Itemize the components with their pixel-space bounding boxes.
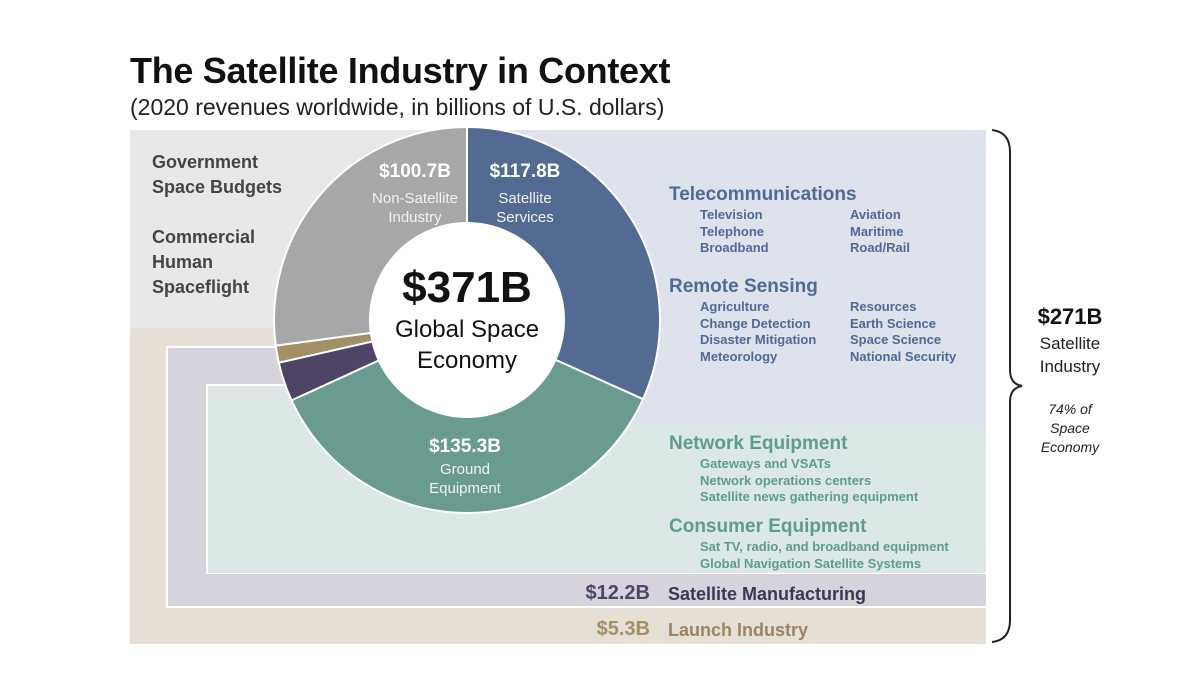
slice-label-non-satellite: Non-Satellite Industry (355, 189, 475, 227)
telecom-item: Television (700, 207, 763, 222)
remote-item: National Security (850, 348, 957, 364)
network-item: Network operations centers (700, 472, 872, 488)
center-label-line: Global Space (394, 316, 540, 343)
remote-item: Agriculture (700, 299, 770, 314)
bracket-note: 74% of Space Economy (1010, 400, 1130, 457)
slice-label-ground: Ground Equipment (405, 460, 525, 498)
remote-item: Disaster Mitigation (700, 332, 817, 347)
launch-label: Launch Industry (668, 620, 809, 640)
bracket-label: Satellite Industry (1010, 332, 1130, 378)
slice-value-ground: $135.3B (429, 436, 501, 457)
telecom-item: Telephone (700, 223, 765, 239)
remote-item: Earth Science (850, 315, 936, 331)
telecom-col2: Aviation Maritime Road/Rail (850, 207, 910, 257)
remote-col2: Resources Earth Science Space Science Na… (850, 299, 956, 365)
launch-value: $5.3B (596, 618, 650, 640)
remote-item: Resources (850, 299, 917, 314)
consumer-title: Consumer Equipment (669, 516, 867, 537)
remote-col1: Agriculture Change Detection Disaster Mi… (700, 299, 816, 365)
commercial-label-line: Commercial (152, 227, 256, 247)
government-label-line: Government (152, 152, 259, 172)
slice-label-services: Satellite Services (465, 189, 585, 227)
telecom-item: Broadband (700, 240, 769, 255)
remote-item: Space Science (850, 332, 942, 347)
slice-label-line: Industry (388, 209, 442, 226)
bracket-total: $271B (1037, 304, 1103, 329)
government-label-line: Space Budgets (152, 177, 283, 197)
chart-title: The Satellite Industry in Context (130, 50, 671, 91)
telecom-title: Telecommunications (669, 184, 857, 205)
manufacturing-label: Satellite Manufacturing (668, 584, 867, 604)
commercial-label: Commercial Human Spaceflight (152, 225, 255, 300)
network-items: Gateways and VSATs Network operations ce… (700, 456, 918, 506)
consumer-item: Sat TV, radio, and broadband equipment (700, 539, 949, 554)
bracket-label-line: Satellite (1039, 334, 1101, 353)
network-item: Satellite news gathering equipment (700, 489, 919, 504)
bracket (991, 129, 1023, 643)
government-label: Government Space Budgets (152, 150, 282, 200)
remote-item: Meteorology (700, 348, 778, 364)
telecom-item: Aviation (850, 207, 901, 222)
bracket-label-line: Industry (1039, 357, 1101, 376)
slice-label-line: Services (496, 209, 554, 226)
slice-label-line: Non-Satellite (372, 190, 458, 207)
slice-label-line: Equipment (429, 480, 501, 497)
telecom-col1: Television Telephone Broadband (700, 207, 769, 257)
telecom-item: Road/Rail (850, 240, 910, 255)
consumer-items: Sat TV, radio, and broadband equipment G… (700, 539, 949, 572)
chart-subtitle: (2020 revenues worldwide, in billions of… (130, 94, 665, 120)
network-title: Network Equipment (669, 433, 848, 454)
center-total: $371B (402, 263, 532, 312)
donut-hole (369, 222, 565, 418)
telecom-item: Maritime (850, 223, 904, 239)
remote-title: Remote Sensing (669, 276, 818, 297)
commercial-label-line: Human (152, 252, 214, 272)
commercial-label-line: Spaceflight (152, 277, 250, 297)
bracket-note-line: Space (1050, 420, 1090, 436)
remote-item: Change Detection (700, 315, 811, 331)
manufacturing-value: $12.2B (585, 582, 651, 604)
slice-label-line: Ground (439, 461, 491, 478)
slice-value-services: $117.8B (489, 161, 561, 182)
bracket-note-line: Economy (1040, 439, 1100, 455)
bracket-note-line: 74% of (1048, 401, 1092, 417)
center-label: Global Space Economy (367, 314, 567, 376)
network-item: Gateways and VSATs (700, 456, 832, 471)
center-label-line: Economy (416, 347, 518, 374)
slice-label-line: Satellite (498, 190, 552, 207)
slice-value-non-satellite: $100.7B (379, 161, 451, 182)
consumer-item: Global Navigation Satellite Systems (700, 555, 922, 571)
